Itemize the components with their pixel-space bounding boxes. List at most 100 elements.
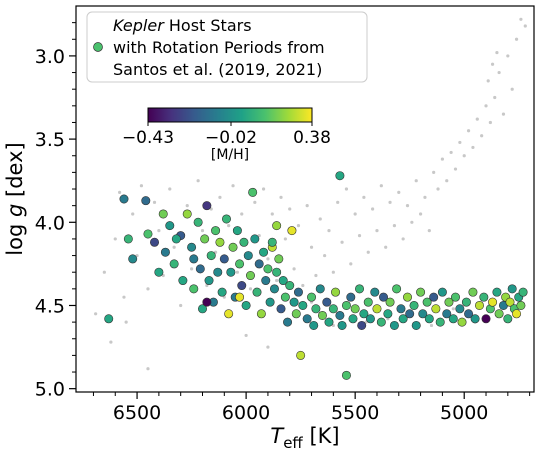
data-point: [379, 292, 389, 302]
y-axis: 3.0 3.5 4.0 4.5 5.0: [35, 22, 76, 401]
data-point: [169, 259, 179, 269]
data-point: [193, 217, 203, 227]
data-point: [429, 292, 439, 302]
background-point: [218, 195, 222, 199]
colorbar-gradient: [147, 107, 313, 123]
data-point: [455, 304, 465, 314]
data-point: [171, 234, 181, 244]
data-point: [287, 226, 297, 236]
background-point: [240, 212, 244, 216]
data-point: [250, 234, 260, 244]
background-point: [357, 234, 362, 238]
background-point: [484, 104, 488, 108]
data-point: [322, 297, 332, 307]
data-point: [457, 317, 467, 327]
data-point: [422, 297, 432, 307]
data-point: [411, 320, 421, 330]
data-point: [243, 251, 253, 261]
data-point: [265, 297, 275, 307]
data-point: [267, 237, 277, 247]
data-point: [104, 314, 114, 324]
data-point: [335, 310, 345, 320]
x-tick-label: 5000: [440, 402, 488, 424]
background-point: [266, 345, 270, 349]
background-point: [397, 190, 401, 194]
data-point: [503, 314, 513, 324]
data-point: [418, 309, 428, 319]
background-point: [270, 212, 274, 216]
background-point: [189, 267, 194, 271]
background-point: [185, 204, 189, 208]
data-point: [215, 237, 225, 247]
data-point: [376, 317, 386, 327]
background-point: [388, 200, 392, 204]
data-point: [241, 300, 251, 310]
data-point: [178, 276, 188, 286]
background-point: [371, 207, 375, 211]
data-point: [232, 226, 242, 236]
data-point: [416, 287, 426, 297]
y-axis-label: log g [dex]: [3, 142, 27, 255]
data-point: [383, 309, 393, 319]
data-point: [431, 304, 441, 314]
background-point: [288, 207, 292, 211]
data-point: [488, 297, 498, 307]
data-point: [450, 292, 460, 302]
data-point: [309, 320, 319, 330]
background-point: [379, 184, 383, 188]
background-point: [495, 50, 499, 55]
data-point: [195, 264, 205, 274]
data-point: [435, 317, 445, 327]
data-point: [239, 237, 249, 247]
data-point: [424, 314, 434, 324]
data-point: [143, 229, 153, 239]
data-point: [341, 370, 351, 380]
data-point: [285, 281, 295, 291]
background-point: [392, 224, 397, 228]
background-point: [314, 273, 318, 278]
data-point: [248, 187, 258, 197]
colorbar-tick-label: −0.43: [122, 128, 174, 148]
data-point: [448, 314, 458, 324]
background-point: [157, 229, 161, 233]
background-point: [318, 217, 322, 221]
data-point: [221, 214, 231, 224]
background-point: [514, 37, 519, 41]
data-point: [492, 287, 502, 297]
data-point: [226, 267, 236, 277]
y-tick-label: 4.5: [35, 295, 65, 317]
background-point: [279, 195, 283, 199]
background-point: [405, 204, 410, 208]
data-point: [474, 300, 484, 310]
y-tick-label: 4.0: [35, 212, 65, 234]
background-point: [231, 184, 235, 188]
data-point: [280, 292, 290, 302]
data-point: [154, 267, 164, 277]
background-point: [118, 190, 122, 194]
data-point: [346, 292, 356, 302]
y-tick-label: 5.0: [35, 379, 65, 401]
data-point: [254, 259, 264, 269]
background-point: [102, 270, 106, 274]
data-point: [518, 287, 528, 297]
background-point: [248, 287, 253, 291]
data-point: [224, 309, 234, 319]
background-point: [475, 117, 479, 121]
background-point: [139, 184, 144, 188]
data-point: [507, 284, 517, 294]
background-point: [440, 157, 444, 161]
background-point: [196, 179, 200, 183]
data-point: [398, 314, 408, 324]
background-point: [227, 224, 231, 228]
data-point: [245, 271, 255, 281]
background-point: [471, 145, 475, 150]
data-point: [283, 317, 293, 327]
legend-line-1: Kepler Host Stars: [113, 16, 252, 35]
data-point: [228, 242, 238, 252]
background-point: [432, 170, 436, 174]
x-axis-label-subscript: eff: [283, 434, 303, 452]
data-point: [235, 259, 245, 269]
data-point: [505, 297, 515, 307]
data-point: [331, 287, 341, 297]
data-point: [202, 201, 212, 211]
